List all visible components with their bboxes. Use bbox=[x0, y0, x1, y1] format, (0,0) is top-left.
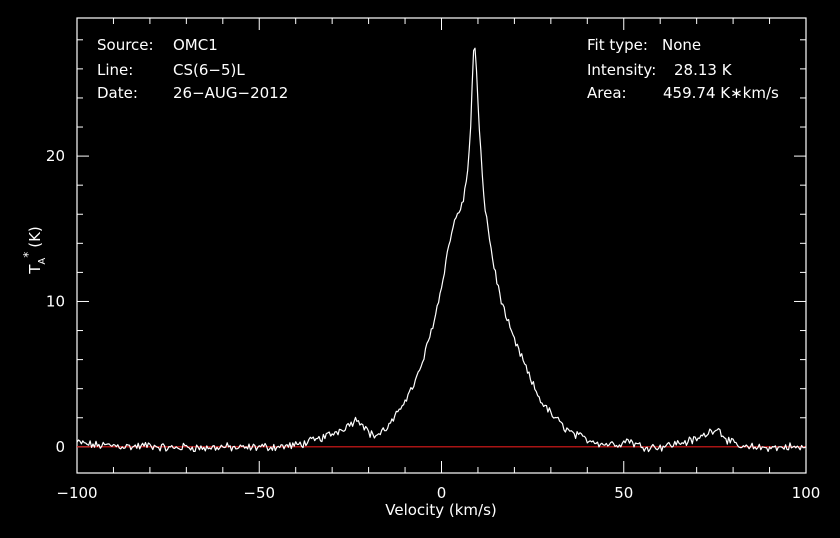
x-tick-labels: −100 −50 0 50 100 bbox=[56, 484, 820, 502]
y-axis-label-main: T bbox=[26, 264, 44, 275]
x-axis-label: Velocity (km/s) bbox=[385, 501, 496, 519]
y-axis-label-sub: A bbox=[37, 258, 48, 265]
source-value: OMC1 bbox=[173, 36, 218, 54]
y-axis-label-text: TA* (K) bbox=[21, 226, 48, 275]
axis-ticks bbox=[76, 18, 807, 473]
fit-type-label: Fit type: bbox=[587, 36, 648, 54]
line-label: Line: bbox=[97, 61, 133, 79]
x-tick-label: 50 bbox=[614, 484, 633, 502]
fit-type-value: None bbox=[662, 36, 701, 54]
area-value: 459.74 K∗km/s bbox=[663, 84, 779, 102]
y-axis-label-sup: * bbox=[21, 252, 35, 258]
spectrum-line bbox=[76, 47, 807, 453]
intensity-label: Intensity: bbox=[587, 61, 656, 79]
source-label: Source: bbox=[97, 36, 154, 54]
date-label: Date: bbox=[97, 84, 138, 102]
y-tick-labels: 0 10 20 bbox=[46, 147, 65, 456]
x-tick-label: 100 bbox=[792, 484, 821, 502]
y-axis-label: TA* (K) bbox=[21, 226, 48, 275]
date-value: 26−AUG−2012 bbox=[173, 84, 288, 102]
y-tick-label: 10 bbox=[46, 292, 65, 310]
area-label: Area: bbox=[587, 84, 627, 102]
y-tick-label: 0 bbox=[55, 438, 65, 456]
x-tick-label: 0 bbox=[437, 484, 447, 502]
x-tick-label: −50 bbox=[243, 484, 275, 502]
intensity-value: 28.13 K bbox=[674, 61, 733, 79]
line-value: CS(6−5)L bbox=[173, 61, 245, 79]
y-tick-label: 20 bbox=[46, 147, 65, 165]
x-tick-label: −100 bbox=[56, 484, 97, 502]
y-axis-label-unit: (K) bbox=[26, 226, 44, 248]
